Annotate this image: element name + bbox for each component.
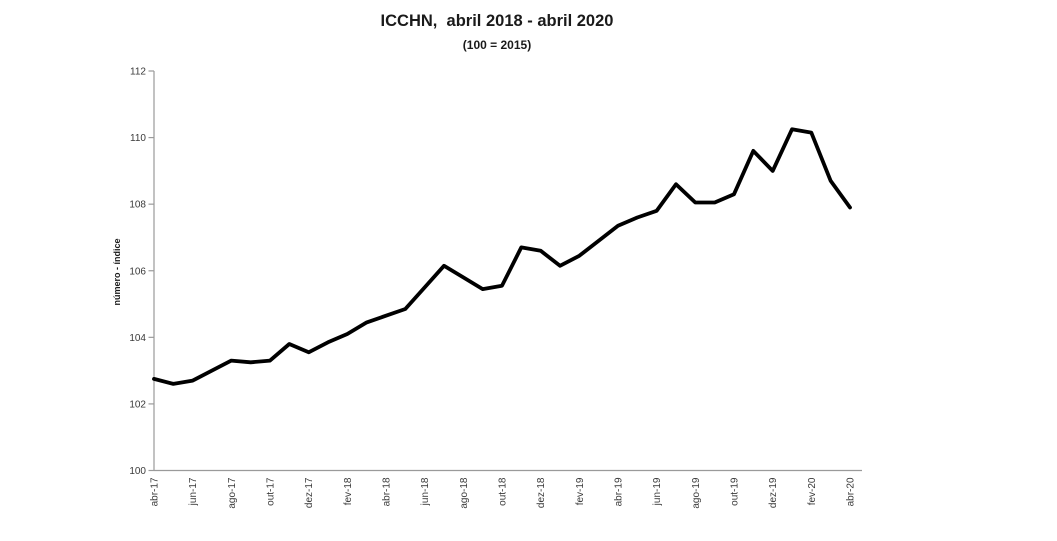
chart-title: ICCHN, abril 2018 - abril 2020	[380, 12, 614, 30]
y-tick-label: 110	[130, 133, 146, 144]
x-tick-label: abr-20	[846, 477, 857, 506]
x-tick-label: dez-18	[536, 477, 547, 508]
y-tick-label: 102	[129, 399, 146, 410]
x-tick-label: fev-18	[343, 477, 354, 505]
x-tick-label: jun-19	[652, 477, 663, 506]
y-tick-label: 106	[129, 266, 146, 277]
x-tick-label: fev-20	[807, 477, 818, 505]
x-tick-label: abr-18	[382, 477, 393, 506]
x-tick-label: dez-19	[768, 477, 779, 508]
y-tick-label: 108	[129, 200, 146, 211]
x-tick-label: fev-19	[575, 477, 586, 505]
x-tick-label: out-18	[498, 477, 509, 506]
x-tick-label: abr-19	[614, 477, 625, 506]
series-line	[152, 127, 852, 386]
y-tick-label: 112	[130, 67, 146, 78]
x-tick-label: abr-17	[150, 477, 161, 506]
x-tick-label: jun-18	[420, 477, 431, 506]
x-tick-label: out-19	[730, 477, 741, 506]
chart-subtitle: (100 = 2015)	[462, 38, 532, 52]
x-tick-label: out-17	[266, 477, 277, 506]
x-tick-label: ago-19	[691, 477, 702, 509]
y-tick-label: 100	[129, 466, 146, 477]
x-tick-label: ago-18	[459, 477, 470, 509]
y-tick-label: 104	[129, 333, 146, 344]
x-tick-label: jun-17	[188, 477, 199, 506]
x-tick-label: ago-17	[227, 477, 238, 509]
y-axis-title: número - índice	[112, 238, 122, 306]
x-tick-label: dez-17	[304, 477, 315, 508]
